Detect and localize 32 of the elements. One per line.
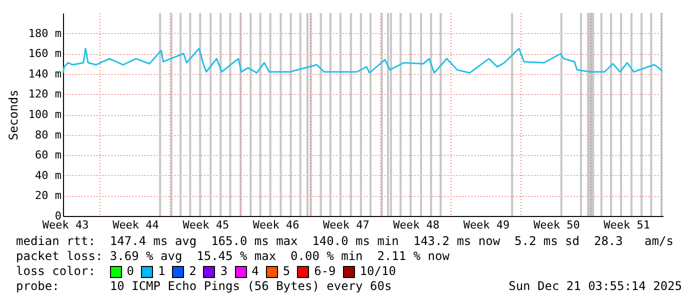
text: 4 [252,264,259,279]
text: packet loss: 3.69 % avg 15.45 % max 0.00 % min 2.11 % now [16,249,450,264]
text: 3 [220,264,228,279]
y-axis-title: Seconds [6,90,20,140]
x-tick-label: Week 46 [252,218,300,232]
text: median rtt: 147.4 ms avg 165.0 ms max 140.0 ms min 143.2 ms now 5.2 ms sd 28.3 am/s [16,234,674,249]
y-tick-label: 100 m [28,108,62,121]
x-tick-label: Week 45 [182,218,230,232]
y-tick-label: 140 m [28,67,62,80]
y-tick-label: 20 m [35,189,62,202]
x-tick-label: Week 48 [393,218,440,232]
text: 1 [158,264,166,279]
y-tick-label: 160 m [28,47,62,60]
text: loss color: [16,264,96,279]
x-tick-label: Week 44 [112,218,160,232]
text: 10/10 [360,264,396,279]
x-tick-label: Week 49 [463,218,510,232]
x-tick-label: Week 50 [533,218,580,232]
text: Sun Dec 21 03:55:14 2025 [508,279,682,294]
x-tick-label: Week 47 [323,218,370,232]
text: 6-9 [314,264,336,279]
y-tick-label: 40 m [35,168,62,182]
text: 5 [282,264,290,279]
text: probe: 10 ICMP Echo Pings (56 Bytes) every 60s [16,279,392,294]
text: 2 [189,264,196,279]
x-tick-label: Week 51 [604,218,650,232]
line-series [62,48,663,74]
y-tick-label: 180 m [28,26,62,40]
y-tick-label: 80 m [35,128,62,142]
text: 0 [126,264,134,279]
y-tick-label: 120 m [28,88,62,101]
y-tick-label: 60 m [35,148,62,162]
